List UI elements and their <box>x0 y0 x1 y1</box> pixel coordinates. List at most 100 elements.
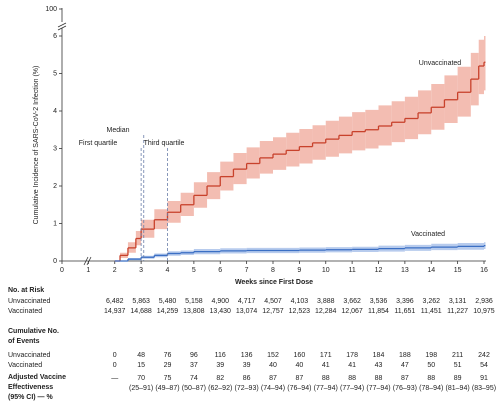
x-tick-label: 1 <box>86 267 90 274</box>
table-cell: 88 <box>348 375 356 382</box>
table-cell: (76–94) <box>287 385 311 392</box>
x-tick-label: 6 <box>218 267 222 274</box>
x-tick-label: 3 <box>139 267 143 274</box>
axes <box>57 8 486 266</box>
table-cell: 48 <box>137 352 145 359</box>
x-tick-label: 10 <box>322 267 330 274</box>
y-tick-label: 1 <box>53 220 57 227</box>
table-cell: 4,103 <box>291 298 309 305</box>
table-cell: 10,975 <box>473 308 495 315</box>
table-cell: 116 <box>215 352 226 359</box>
table-cell: 87 <box>401 375 409 382</box>
table-cell: 41 <box>322 362 330 369</box>
table-cell: 87 <box>295 375 303 382</box>
table-cell: (49–87) <box>155 385 179 392</box>
table-cell: 41 <box>348 362 356 369</box>
table-cell: 51 <box>454 362 462 369</box>
table-cell: 88 <box>375 375 383 382</box>
y-tick-label: 3 <box>53 145 57 152</box>
table-cell: 160 <box>294 352 306 359</box>
x-tick-label: 5 <box>192 267 196 274</box>
axis-break <box>57 25 67 31</box>
y-tick-label: 4 <box>53 108 57 115</box>
axis-break <box>57 22 67 28</box>
table-cell: 198 <box>425 352 437 359</box>
table-cell: 88 <box>322 375 330 382</box>
table-cell: 211 <box>452 352 463 359</box>
table-cell: 40 <box>295 362 303 369</box>
table-cell: (25–91) <box>129 385 153 392</box>
table-cell: 96 <box>190 352 198 359</box>
x-tick-label: 14 <box>427 267 435 274</box>
series-label: Unvaccinated <box>419 60 462 67</box>
table-cell: 87 <box>269 375 277 382</box>
table-cell: (76–93) <box>393 385 417 392</box>
x-tick-label: 4 <box>166 267 170 274</box>
table-cell: 88 <box>427 375 435 382</box>
table-cell: 13,430 <box>210 308 232 315</box>
table-cell: 184 <box>373 352 385 359</box>
table-heading: of Events <box>8 338 40 345</box>
table-cell: 74 <box>190 375 198 382</box>
x-axis-label: Weeks since First Dose <box>235 279 313 286</box>
table-heading: Adjusted Vaccine <box>8 374 66 381</box>
table-cell: (77–94) <box>340 385 364 392</box>
x-tick-label: 9 <box>297 267 301 274</box>
row-label: Unvaccinated <box>8 352 51 359</box>
table-cell: 4,507 <box>264 298 282 305</box>
table-cell: 242 <box>478 352 490 359</box>
axis-break <box>86 256 92 266</box>
table-cell: 70 <box>137 375 145 382</box>
table-cell: 5,863 <box>132 298 150 305</box>
table-cell: 54 <box>480 362 488 369</box>
table-cell: 3,536 <box>370 298 388 305</box>
quartile-label: Third quartile <box>144 140 185 147</box>
table-cell: 5,480 <box>159 298 177 305</box>
y-axis-label: Cumulative Incidence of SARS-CoV-2 Infec… <box>33 66 40 225</box>
table-cell: 6,482 <box>106 298 124 305</box>
table-cell: 3,662 <box>343 298 361 305</box>
table-cell: (81–94) <box>446 385 470 392</box>
x-tick-label: 13 <box>401 267 409 274</box>
x-tick-label: 16 <box>480 267 488 274</box>
confidence-band <box>484 36 486 91</box>
confidence-band <box>478 39 484 95</box>
row-label: Vaccinated <box>8 308 42 315</box>
table-cell: 75 <box>164 375 172 382</box>
table-cell: 11,227 <box>447 308 468 315</box>
table-cell: (77–94) <box>366 385 390 392</box>
table-cell: 39 <box>216 362 224 369</box>
table-cell: 171 <box>320 352 332 359</box>
x-tick-label: 7 <box>245 267 249 274</box>
table-cell: 13,074 <box>236 308 258 315</box>
row-label: Unvaccinated <box>8 298 51 305</box>
table-cell: 91 <box>480 375 488 382</box>
table-cell: 152 <box>267 352 279 359</box>
table-cell: 136 <box>241 352 253 359</box>
x-tick-label: 2 <box>113 267 117 274</box>
table-heading: (95% CI) — % <box>8 394 54 401</box>
table-cell: 178 <box>346 352 358 359</box>
table-cell: 12,284 <box>315 308 337 315</box>
table-cell: (50–87) <box>182 385 206 392</box>
table-heading: No. at Risk <box>8 287 44 294</box>
table-cell: 188 <box>399 352 411 359</box>
table-cell: (74–94) <box>261 385 285 392</box>
table-cell: 40 <box>269 362 277 369</box>
quartile-label: Median <box>107 127 130 134</box>
table-cell: 47 <box>401 362 409 369</box>
table-cell: 3,888 <box>317 298 335 305</box>
table-cell: 0 <box>113 362 117 369</box>
table-cell: 3,396 <box>396 298 414 305</box>
axis-break <box>83 256 89 266</box>
table-cell: 2,936 <box>475 298 493 305</box>
x-tick-label: 15 <box>454 267 462 274</box>
table-cell: 12,523 <box>289 308 311 315</box>
table-cell: 76 <box>164 352 172 359</box>
quartile-label: First quartile <box>79 140 118 147</box>
table-cell: 4,717 <box>238 298 256 305</box>
x-tick-label: 12 <box>375 267 383 274</box>
table-cell: (83–95) <box>472 385 496 392</box>
table-cell: 15 <box>137 362 145 369</box>
